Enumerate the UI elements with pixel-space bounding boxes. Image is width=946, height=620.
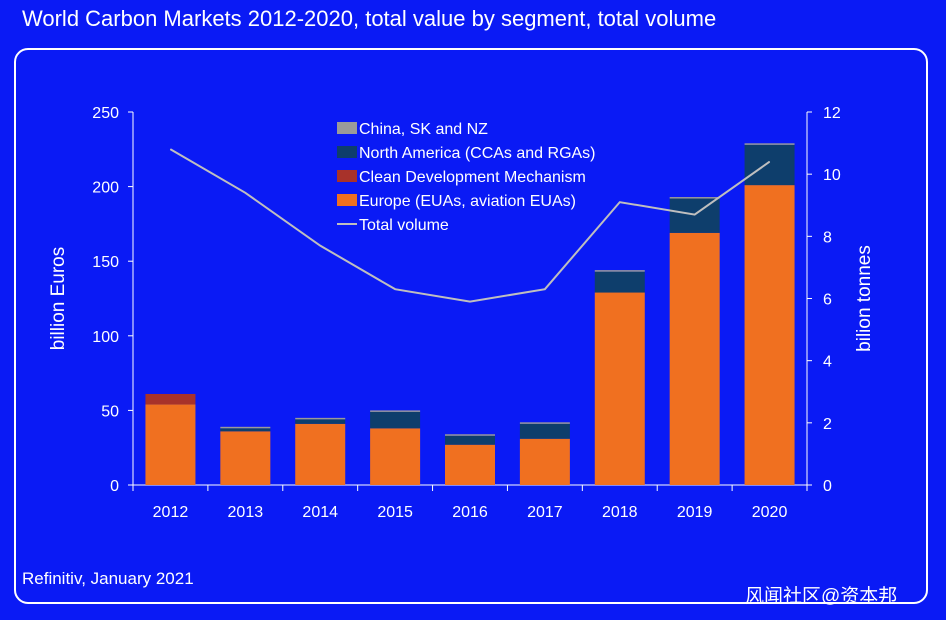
bar-europe-euas-aviation-euas-2012: [145, 404, 196, 485]
x-tick-label: 2018: [602, 504, 638, 521]
x-tick-label: 2019: [677, 504, 713, 521]
bar-europe-euas-aviation-euas-2014: [295, 423, 346, 485]
legend-label: China, SK and NZ: [359, 121, 488, 138]
bar-north-america-ccas-and-rgas-2013: [220, 428, 271, 432]
y2-tick-label: 2: [823, 416, 832, 433]
bar-north-america-ccas-and-rgas-2015: [370, 411, 421, 429]
total-volume-point-2018: [619, 201, 621, 203]
bar-china-sk-and-nz-2014: [295, 417, 346, 420]
bar-europe-euas-aviation-euas-2016: [445, 444, 495, 485]
total-volume-point-2013: [244, 192, 246, 194]
bar-europe-euas-aviation-euas-2020: [744, 185, 795, 485]
legend-label: Europe (EUAs, aviation EUAs): [359, 193, 576, 210]
bar-china-sk-and-nz-2018: [594, 270, 645, 272]
y-tick-label: 250: [92, 105, 119, 122]
bar-china-sk-and-nz-2019: [669, 197, 720, 199]
total-volume-point-2019: [694, 214, 696, 216]
bar-china-sk-and-nz-2013: [220, 426, 271, 429]
x-tick-label: 2017: [527, 504, 563, 521]
y-tick-label: 200: [92, 180, 119, 197]
x-tick-label: 2012: [153, 504, 189, 521]
y-tick-label: 100: [92, 329, 119, 346]
y2-tick-label: 12: [823, 105, 841, 122]
bar-europe-euas-aviation-euas-2019: [669, 232, 720, 485]
bar-north-america-ccas-and-rgas-2017: [519, 423, 570, 439]
total-volume-point-2016: [469, 301, 471, 303]
bar-europe-euas-aviation-euas-2018: [594, 292, 645, 485]
bar-china-sk-and-nz-2017: [519, 422, 570, 424]
bar-clean-development-mechanism-2012: [145, 393, 196, 405]
bar-china-sk-and-nz-2020: [744, 143, 795, 145]
legend-swatch: [337, 146, 357, 158]
y2-tick-label: 8: [823, 229, 832, 246]
total-volume-point-2014: [319, 245, 321, 247]
y2-tick-label: 10: [823, 167, 841, 184]
bar-china-sk-and-nz-2015: [370, 410, 421, 412]
legend-swatch: [337, 170, 357, 182]
total-volume-point-2015: [394, 288, 396, 290]
bar-north-america-ccas-and-rgas-2014: [295, 419, 346, 424]
chart-title: World Carbon Markets 2012-2020, total va…: [22, 6, 717, 31]
x-tick-label: 2014: [302, 504, 338, 521]
y-axis-title: billion Euros: [48, 247, 69, 351]
bar-europe-euas-aviation-euas-2017: [519, 438, 570, 485]
bar-north-america-ccas-and-rgas-2016: [445, 435, 495, 445]
bar-europe-euas-aviation-euas-2013: [220, 431, 271, 485]
bar-china-sk-and-nz-2016: [445, 434, 495, 436]
y2-tick-label: 6: [823, 292, 832, 309]
y-tick-label: 150: [92, 254, 119, 271]
watermark: 风闻社区@资本邦: [745, 586, 898, 607]
total-volume-point-2020: [769, 161, 771, 163]
legend-label: Clean Development Mechanism: [359, 169, 586, 186]
bar-north-america-ccas-and-rgas-2020: [744, 144, 795, 186]
x-tick-label: 2020: [752, 504, 788, 521]
y-tick-label: 50: [101, 403, 119, 420]
legend-label: North America (CCAs and RGAs): [359, 145, 596, 162]
total-volume-point-2012: [169, 148, 171, 150]
x-tick-label: 2016: [452, 504, 488, 521]
y2-tick-label: 4: [823, 354, 832, 371]
source-note: Refinitiv, January 2021: [22, 569, 194, 588]
legend-swatch: [337, 194, 357, 206]
y-tick-label: 0: [110, 478, 119, 495]
legend-label: Total volume: [359, 217, 449, 234]
y2-axis-title: bilion tonnes: [854, 245, 875, 352]
chart-panel: [14, 48, 928, 604]
y2-tick-label: 0: [823, 478, 832, 495]
bar-north-america-ccas-and-rgas-2018: [594, 271, 645, 293]
x-tick-label: 2013: [228, 504, 264, 521]
legend-swatch: [337, 122, 357, 134]
x-tick-label: 2015: [377, 504, 413, 521]
bar-north-america-ccas-and-rgas-2019: [669, 198, 720, 233]
bar-europe-euas-aviation-euas-2015: [370, 428, 421, 485]
total-volume-point-2017: [544, 288, 546, 290]
